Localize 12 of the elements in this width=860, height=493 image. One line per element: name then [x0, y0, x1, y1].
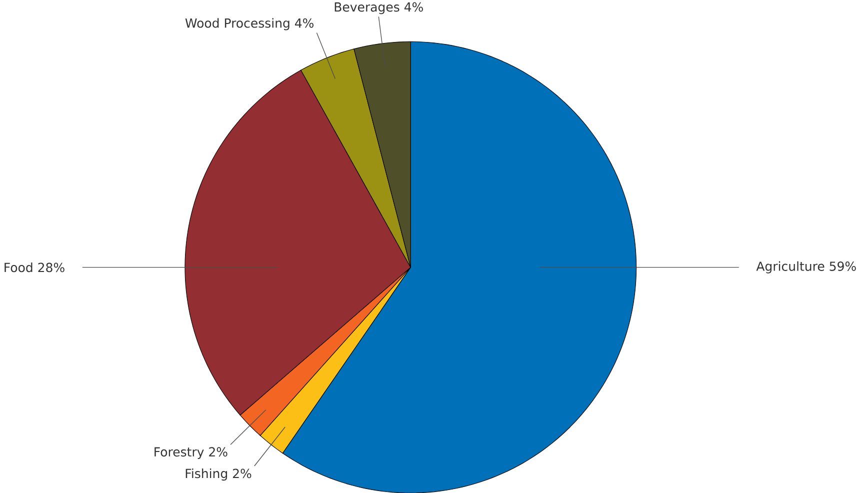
slice-label: Forestry [154, 447, 204, 459]
data-label: 2% [233, 468, 252, 478]
data-label: 28% [38, 262, 64, 272]
data-label: 4% [404, 2, 423, 12]
data-label: 59% [830, 261, 856, 271]
slice-label: Wood Processing [185, 18, 290, 30]
slice-label: Agriculture [756, 261, 824, 274]
slice-label: Fishing [186, 468, 227, 480]
data-label: 2% [209, 447, 228, 456]
slice-label: Beverages [334, 2, 400, 14]
slice-label: Food [4, 262, 32, 272]
data-label: 4% [294, 18, 314, 28]
